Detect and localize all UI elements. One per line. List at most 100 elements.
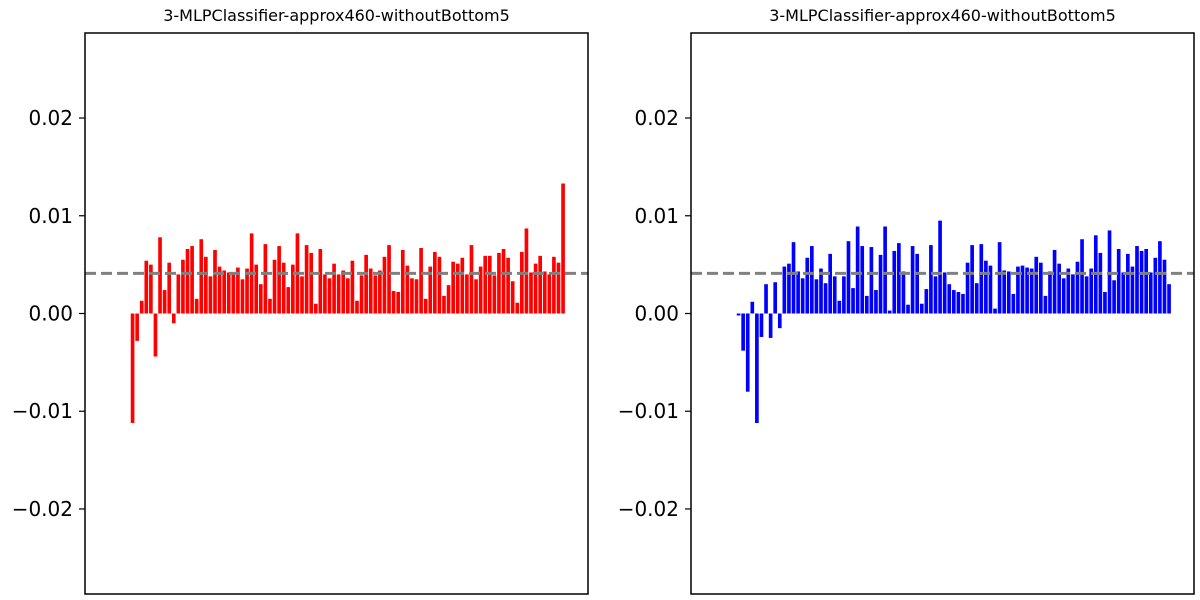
- bar-right: [951, 290, 956, 314]
- bar-right: [1167, 284, 1171, 314]
- y-tick-label-right: 0.01: [634, 204, 679, 228]
- bar-left: [304, 245, 309, 314]
- bar-right: [736, 313, 741, 316]
- bar-right: [901, 271, 906, 314]
- bar-right: [1071, 274, 1075, 314]
- subplot-title-right: 3-MLPClassifier-approx460-withoutBottom5: [769, 6, 1116, 25]
- y-tick-label-left: 0.00: [28, 302, 73, 326]
- bar-left: [208, 276, 213, 314]
- bar-left: [149, 264, 153, 314]
- bar-left: [313, 303, 318, 314]
- bar-right: [755, 313, 759, 423]
- bar-left: [382, 256, 387, 314]
- bar-right: [997, 242, 1002, 314]
- bar-right: [1153, 257, 1158, 314]
- bar-right: [874, 290, 878, 314]
- subplot-left: 3-MLPClassifier-approx460-withoutBottom5…: [12, 6, 589, 595]
- bar-left: [419, 248, 423, 314]
- bar-left: [483, 255, 488, 314]
- bar-right: [1080, 239, 1084, 314]
- bar-right: [750, 301, 755, 314]
- bar-left: [181, 259, 185, 314]
- bar-right: [1016, 266, 1020, 314]
- bar-left: [487, 255, 492, 314]
- bar-left: [355, 300, 359, 314]
- bar-right: [1139, 250, 1144, 314]
- bar-right: [961, 293, 965, 314]
- bar-left: [222, 270, 226, 314]
- bar-right: [887, 310, 892, 314]
- plot-frame-left: [84, 32, 589, 595]
- bar-left: [231, 273, 236, 314]
- bar-left: [341, 270, 346, 314]
- bar-right: [878, 254, 883, 314]
- bar-left: [263, 244, 268, 314]
- bar-right: [938, 220, 942, 314]
- bar-right: [805, 257, 810, 314]
- bar-right: [906, 304, 910, 314]
- bar-series-left: [130, 183, 565, 423]
- bar-right: [1025, 267, 1029, 314]
- bar-right: [1103, 292, 1107, 314]
- bar-right: [869, 247, 874, 314]
- bar-right: [764, 284, 768, 314]
- bar-left: [327, 278, 332, 314]
- bar-right: [947, 284, 952, 314]
- bar-right: [1158, 241, 1162, 314]
- bar-right: [1066, 268, 1071, 314]
- bar-right: [796, 271, 800, 314]
- bar-right: [883, 226, 887, 314]
- bar-left: [446, 285, 451, 314]
- bar-right: [1116, 248, 1121, 314]
- bar-left: [442, 295, 446, 314]
- bar-right: [782, 266, 787, 314]
- subplot-title-left: 3-MLPClassifier-approx460-withoutBottom5: [163, 6, 510, 25]
- bar-right: [1075, 261, 1080, 314]
- bar-right: [1020, 265, 1025, 314]
- bar-series-right: [736, 220, 1171, 423]
- bar-right: [1112, 280, 1116, 314]
- bar-left: [171, 313, 176, 324]
- bar-right: [810, 246, 814, 314]
- bar-left: [345, 278, 350, 314]
- bar-left: [158, 237, 162, 314]
- bar-left: [506, 257, 510, 314]
- bar-left: [281, 262, 286, 314]
- bar-left: [410, 278, 414, 314]
- bar-left: [226, 272, 231, 314]
- bar-right: [915, 253, 920, 314]
- bar-right: [846, 241, 851, 314]
- bar-left: [167, 262, 172, 314]
- bar-left: [162, 290, 167, 314]
- bar-right: [819, 268, 823, 314]
- bar-right: [1034, 256, 1039, 314]
- bar-left: [423, 298, 428, 314]
- bar-left: [272, 259, 277, 314]
- bar-right: [924, 289, 929, 314]
- bar-right: [1130, 266, 1135, 314]
- bar-left: [194, 298, 199, 314]
- bar-left: [268, 298, 272, 314]
- bar-right: [745, 313, 750, 392]
- bar-left: [213, 249, 217, 314]
- bar-right: [1084, 276, 1089, 314]
- bar-left: [556, 262, 561, 314]
- bar-left: [373, 275, 378, 314]
- bar-right: [919, 303, 924, 314]
- bar-right: [768, 313, 773, 338]
- bar-right: [970, 245, 974, 314]
- y-axis-left: −0.02 −0.01 0.00 0.01 0.02: [12, 106, 85, 521]
- bar-left: [387, 245, 391, 314]
- y-tick-label-left: 0.01: [28, 204, 73, 228]
- bar-left: [501, 248, 506, 314]
- bar-left: [538, 255, 542, 314]
- bar-left: [286, 287, 291, 314]
- bar-left: [277, 246, 281, 314]
- bar-left: [153, 313, 158, 357]
- bar-right: [855, 226, 860, 314]
- bar-right: [979, 244, 984, 314]
- bar-left: [510, 281, 515, 314]
- bar-left: [332, 263, 336, 314]
- bar-right: [828, 253, 832, 314]
